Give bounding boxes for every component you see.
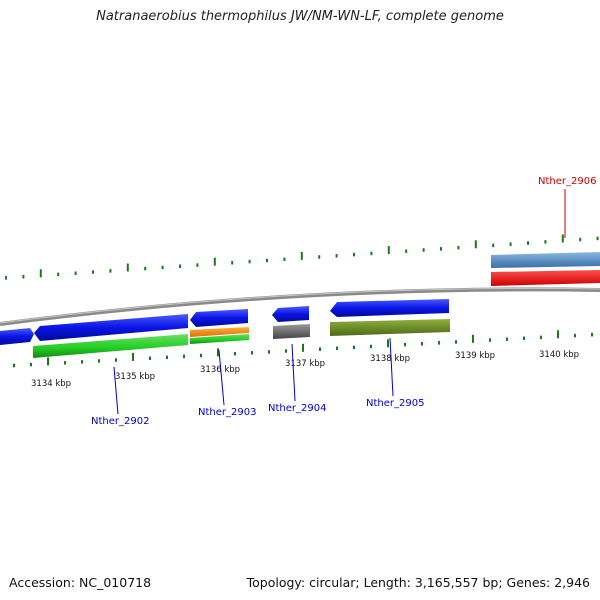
cds-nther-2904[interactable] <box>272 306 309 322</box>
scale-label: 3137 kbp <box>285 359 325 369</box>
gene-label[interactable]: Nther_2904 <box>268 403 326 414</box>
accession-label: Accession: NC_010718 <box>9 575 152 590</box>
gene-label[interactable]: Nther_2906 <box>538 176 596 187</box>
scale-labels: 3134 kbp 3135 kbp 3136 kbp 3137 kbp 3138 kbp… <box>31 350 579 389</box>
gene-label[interactable]: Nther_2903 <box>198 407 256 418</box>
scale-label: 3134 kbp <box>31 379 71 389</box>
map-title: Natranaerobius thermophilus JW/NM-WN-LF,… <box>96 9 504 24</box>
cds-left-partial[interactable] <box>0 328 34 345</box>
gene-leader-line <box>218 349 225 406</box>
gene-label[interactable]: Nther_2902 <box>91 416 149 427</box>
scale-label: 3135 kbp <box>115 372 155 382</box>
genome-info: Topology: circular; Length: 3,165,557 bp… <box>246 575 590 590</box>
cds-nther-2905[interactable] <box>330 299 449 317</box>
scale-label: 3136 kbp <box>200 365 240 375</box>
scale-label: 3139 kbp <box>455 351 495 361</box>
steelblue-feature[interactable] <box>491 252 600 268</box>
genome-backbone <box>0 287 600 326</box>
outer-tick-ring <box>5 234 599 280</box>
gene-leader-line <box>389 337 394 397</box>
scale-label: 3140 kbp <box>539 350 579 360</box>
red-feature-nther-2906[interactable] <box>491 270 600 286</box>
olive-feature[interactable] <box>330 319 450 336</box>
cds-nther-2902[interactable] <box>34 314 188 341</box>
gene-nther-2903[interactable] <box>190 334 249 344</box>
genome-backbone-highlight <box>0 287 600 324</box>
scale-label: 3138 kbp <box>370 354 410 364</box>
feature-track <box>0 252 600 358</box>
gene-leader-line <box>113 366 119 415</box>
gene-label[interactable]: Nther_2905 <box>366 398 424 409</box>
gene-labels: Nther_2902 Nther_2903 Nther_2904 Nther_2905… <box>91 176 596 427</box>
gene-nther-2902[interactable] <box>33 334 188 358</box>
orange-feature[interactable] <box>190 327 249 337</box>
cds-nther-2903[interactable] <box>190 309 248 327</box>
inner-tick-ring <box>13 330 593 368</box>
gene-leader-line <box>291 343 296 402</box>
gray-feature[interactable] <box>273 324 310 339</box>
